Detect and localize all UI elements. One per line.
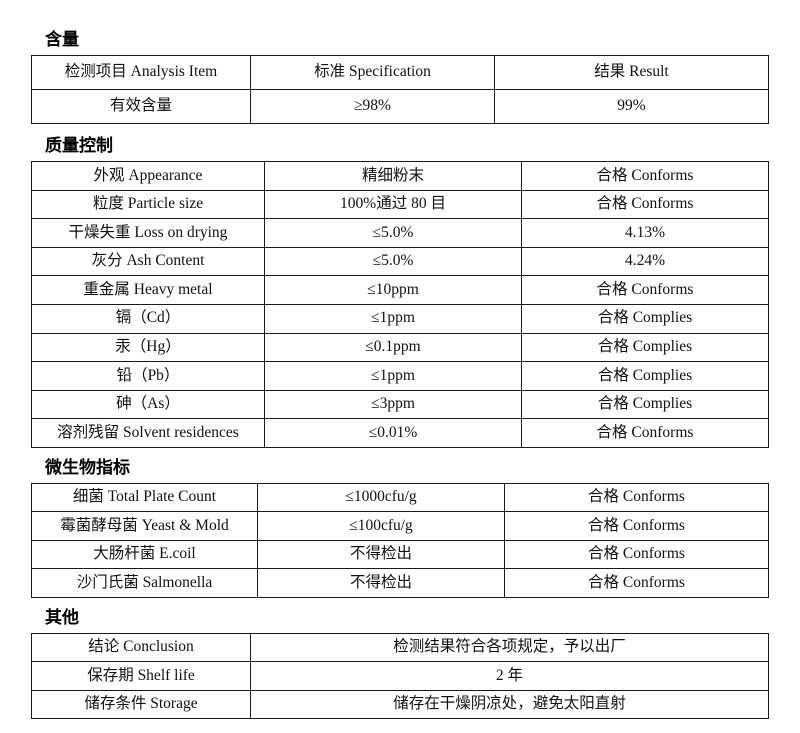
section-spacer: [0, 598, 800, 610]
table-row: 保存期 Shelf life 2 年: [31, 661, 769, 691]
cell-item: 重金属 Heavy metal: [31, 275, 265, 305]
cell-result: 合格 Conforms: [504, 511, 769, 541]
cell-spec: 精细粉末: [264, 161, 522, 191]
cell-result: 4.24%: [521, 246, 769, 277]
microbiology-table: 细菌 Total Plate Count ≤1000cfu/g 合格 Confo…: [31, 482, 769, 598]
table-row: 灰分 Ash Content ≤5.0% 4.24%: [31, 246, 769, 277]
cell-item: 粒度 Particle size: [31, 189, 265, 220]
cell-item: 砷（As）: [31, 389, 265, 420]
table-row: 检测项目 Analysis Item 标准 Specification 结果 R…: [31, 55, 769, 90]
cell-result: 合格 Conforms: [521, 275, 769, 305]
table-row: 汞（Hg） ≤0.1ppm 合格 Complies: [31, 332, 769, 363]
cell-item: 大肠杆菌 E.coil: [31, 539, 258, 570]
cell-spec: ≤10ppm: [264, 275, 522, 305]
table-row: 霉菌酵母菌 Yeast & Mold ≤100cfu/g 合格 Conforms: [31, 511, 769, 541]
cell-result: 合格 Complies: [521, 303, 769, 334]
section-title-other: 其他: [45, 607, 79, 628]
content-table: 检测项目 Analysis Item 标准 Specification 结果 R…: [31, 55, 769, 124]
table-row: 储存条件 Storage 储存在干燥阴凉处，避免太阳直射: [31, 689, 769, 720]
cell-value: 储存在干燥阴凉处，避免太阳直射: [250, 689, 769, 720]
cell-spec: 不得检出: [257, 568, 505, 598]
cell-spec: 不得检出: [257, 539, 505, 570]
cell-result: 合格 Conforms: [521, 161, 769, 191]
table-row: 大肠杆菌 E.coil 不得检出 合格 Conforms: [31, 539, 769, 570]
table-row: 重金属 Heavy metal ≤10ppm 合格 Conforms: [31, 275, 769, 305]
cell-spec: ≤1000cfu/g: [257, 482, 505, 513]
cell-item: 细菌 Total Plate Count: [31, 482, 258, 513]
table-row: 外观 Appearance 精细粉末 合格 Conforms: [31, 161, 769, 191]
table-row: 铅（Pb） ≤1ppm 合格 Complies: [31, 361, 769, 391]
section-title-quality-control: 质量控制: [45, 136, 113, 156]
cell-value: 检测结果符合各项规定，予以出厂: [250, 632, 769, 663]
cell-spec: ≤5.0%: [264, 218, 522, 248]
cell-specification-header: 标准 Specification: [250, 55, 495, 90]
cell-item: 镉（Cd）: [31, 303, 265, 334]
table-row: 细菌 Total Plate Count ≤1000cfu/g 合格 Confo…: [31, 482, 769, 513]
cell-spec: ≤0.1ppm: [264, 332, 522, 363]
cell-spec: 100%通过 80 目: [264, 189, 522, 220]
cell-result: 合格 Conforms: [521, 189, 769, 220]
table-row: 溶剂残留 Solvent residences ≤0.01% 合格 Confor…: [31, 418, 769, 448]
section-content: 含量 检测项目 Analysis Item 标准 Specification 结…: [0, 32, 800, 124]
section-spacer: [0, 124, 800, 138]
cell-item: 溶剂残留 Solvent residences: [31, 418, 265, 448]
cell-result: 合格 Conforms: [504, 539, 769, 570]
cell-item: 灰分 Ash Content: [31, 246, 265, 277]
cell-item: 有效含量: [31, 89, 251, 124]
quality-control-table: 外观 Appearance 精细粉末 合格 Conforms 粒度 Partic…: [31, 161, 769, 448]
table-row: 有效含量 ≥98% 99%: [31, 89, 769, 124]
cell-spec: ≤1ppm: [264, 303, 522, 334]
cell-result: 合格 Conforms: [504, 482, 769, 513]
section-microbiology: 微生物指标 细菌 Total Plate Count ≤1000cfu/g 合格…: [0, 457, 800, 598]
cell-item: 沙门氏菌 Salmonella: [31, 568, 258, 598]
cell-spec: ≤0.01%: [264, 418, 522, 448]
cell-spec: ≤5.0%: [264, 246, 522, 277]
cell-spec: ≤100cfu/g: [257, 511, 505, 541]
cell-result: 99%: [494, 89, 769, 124]
cell-item: 汞（Hg）: [31, 332, 265, 363]
cell-item: 保存期 Shelf life: [31, 661, 251, 691]
cell-item: 储存条件 Storage: [31, 689, 251, 720]
table-row: 砷（As） ≤3ppm 合格 Complies: [31, 389, 769, 420]
table-row: 沙门氏菌 Salmonella 不得检出 合格 Conforms: [31, 568, 769, 598]
cell-item: 干燥失重 Loss on drying: [31, 218, 265, 248]
cell-analysis-item-header: 检测项目 Analysis Item: [31, 55, 251, 90]
table-row: 镉（Cd） ≤1ppm 合格 Complies: [31, 303, 769, 334]
other-table: 结论 Conclusion 检测结果符合各项规定，予以出厂 保存期 Shelf …: [31, 632, 769, 720]
cell-item: 外观 Appearance: [31, 161, 265, 191]
cell-item: 铅（Pb）: [31, 361, 265, 391]
cell-spec: ≤1ppm: [264, 361, 522, 391]
cell-result: 合格 Conforms: [504, 568, 769, 598]
section-title-microbiology: 微生物指标: [45, 457, 130, 478]
section-other: 其他 结论 Conclusion 检测结果符合各项规定，予以出厂 保存期 She…: [0, 607, 800, 720]
cell-result: 合格 Conforms: [521, 418, 769, 448]
table-row: 粒度 Particle size 100%通过 80 目 合格 Conforms: [31, 189, 769, 220]
section-title-content: 含量: [45, 30, 79, 50]
top-spacer: [0, 0, 800, 32]
cell-spec: ≤3ppm: [264, 389, 522, 420]
cell-result: 4.13%: [521, 218, 769, 248]
cell-result-header: 结果 Result: [494, 55, 769, 90]
cell-result: 合格 Complies: [521, 361, 769, 391]
cell-spec: ≥98%: [250, 89, 495, 124]
cell-item: 霉菌酵母菌 Yeast & Mold: [31, 511, 258, 541]
cell-item: 结论 Conclusion: [31, 632, 251, 663]
table-row: 干燥失重 Loss on drying ≤5.0% 4.13%: [31, 218, 769, 248]
cell-result: 合格 Complies: [521, 332, 769, 363]
section-quality-control: 质量控制 外观 Appearance 精细粉末 合格 Conforms 粒度 P…: [0, 138, 800, 448]
cell-result: 合格 Complies: [521, 389, 769, 420]
cell-value: 2 年: [250, 661, 769, 691]
table-row: 结论 Conclusion 检测结果符合各项规定，予以出厂: [31, 632, 769, 663]
